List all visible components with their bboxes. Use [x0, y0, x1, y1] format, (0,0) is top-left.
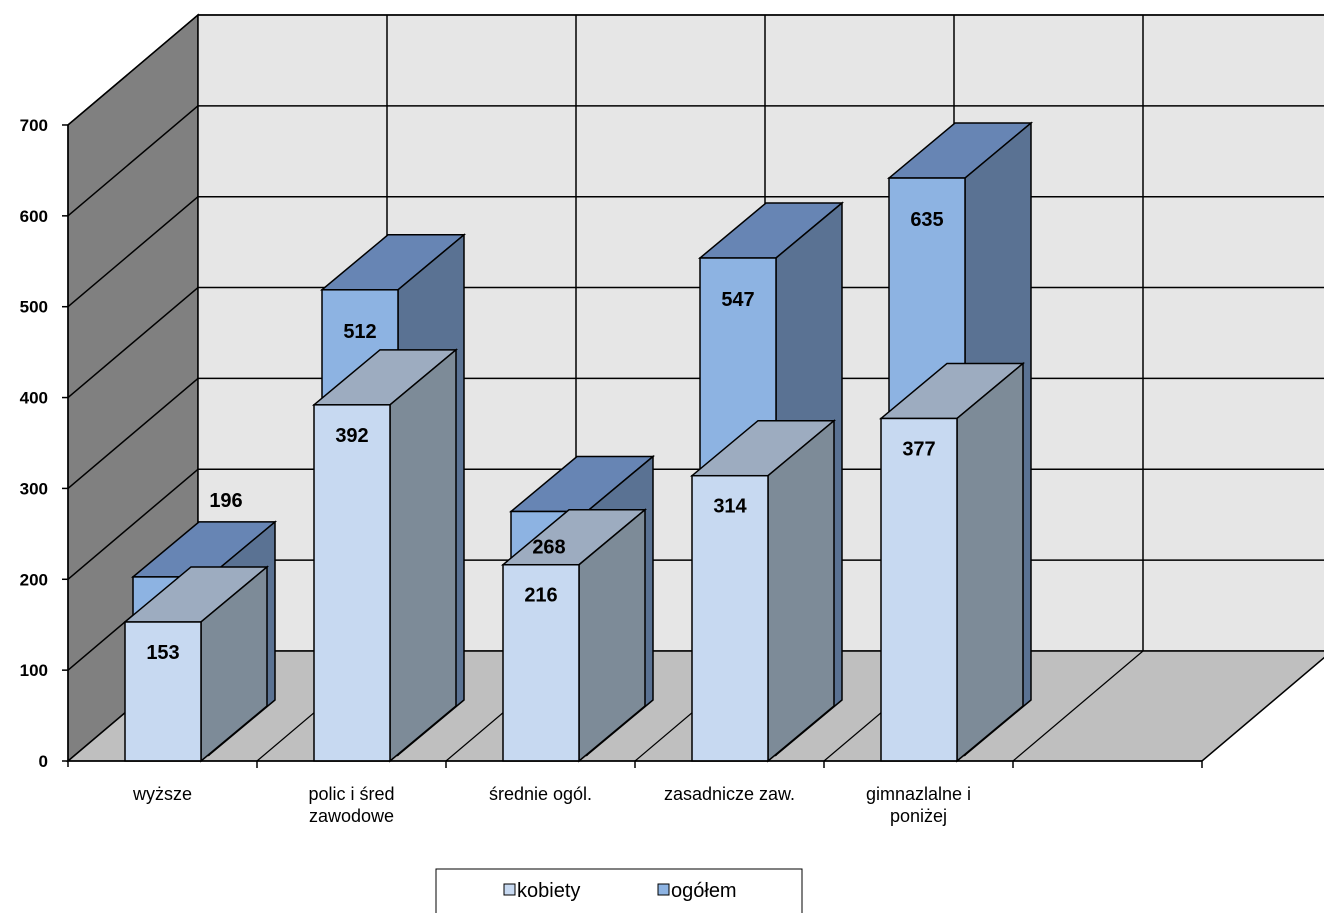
bar-kobiety-1-side	[389, 348, 457, 763]
data-label-ogolem-1: 512	[343, 321, 376, 343]
legend-swatch-kobiety	[503, 883, 516, 896]
category-label-3: zasadnicze zaw.	[664, 784, 795, 804]
gridline-side-7	[67, 14, 199, 126]
data-label-ogolem-0: 196	[209, 490, 242, 512]
y-tick-label-1: 100	[20, 661, 48, 680]
bar-kobiety-0	[122, 565, 270, 763]
legend: kobiety ogółem	[435, 868, 803, 913]
y-tick-label-4: 400	[20, 389, 48, 408]
category-label-3-line-0: zasadnicze zaw.	[664, 784, 795, 804]
bar-kobiety-4	[878, 361, 1026, 763]
category-label-4: gimnazlalne i poniżej	[866, 784, 971, 826]
gridline-side-6	[67, 105, 199, 217]
category-label-2: średnie ogól.	[489, 784, 592, 804]
bar-kobiety-2	[500, 508, 648, 763]
legend-box	[435, 868, 803, 913]
bar-kobiety-0-front	[124, 621, 202, 762]
y-tick-label-6: 600	[20, 207, 48, 226]
category-label-2-line-0: średnie ogól.	[489, 784, 592, 804]
category-label-1-line-1: zawodowe	[309, 806, 394, 826]
category-label-4-line-1: poniżej	[890, 806, 947, 826]
category-label-0-line-0: wyższe	[132, 784, 192, 804]
y-tick-label-3: 300	[20, 479, 48, 498]
data-label-ogolem-3: 547	[721, 289, 754, 311]
data-label-kobiety-4: 377	[902, 438, 935, 460]
data-label-kobiety-0: 153	[146, 642, 179, 664]
gridline-side-5	[67, 196, 199, 308]
gridline-side-2	[67, 468, 199, 580]
data-label-kobiety-2: 216	[524, 585, 557, 607]
data-label-ogolem-4: 635	[910, 209, 943, 231]
data-label-ogolem-2: 268	[532, 536, 565, 558]
bar-kobiety-1	[311, 348, 459, 763]
legend-label-ogolem: ogółem	[671, 880, 737, 902]
category-label-1: polic i śred zawodowe	[308, 784, 394, 826]
series-kobiety-bars	[122, 348, 1026, 763]
bar-kobiety-4-front	[880, 417, 958, 762]
floor-line-5	[1012, 650, 1144, 762]
bar-kobiety-3-front	[691, 474, 769, 762]
y-tick-label-2: 200	[20, 570, 48, 589]
bar-kobiety-3-side	[767, 419, 835, 763]
gridline-side-4	[67, 286, 199, 399]
y-tick-label-0: 0	[39, 752, 48, 771]
bar-kobiety-3	[689, 419, 837, 763]
legend-swatch-ogolem	[657, 883, 670, 896]
data-label-kobiety-1: 392	[335, 425, 368, 447]
bar-kobiety-1-front	[313, 404, 391, 762]
y-tick-label-7: 700	[20, 116, 48, 135]
legend-label-kobiety: kobiety	[517, 880, 580, 902]
bar-kobiety-2-front	[502, 563, 580, 762]
bar-kobiety-4-side	[956, 361, 1024, 763]
y-tick-label-5: 500	[20, 298, 48, 317]
data-label-kobiety-3: 314	[713, 496, 747, 518]
data-labels: 153 392 216 314 377 196 512 268 547 635	[146, 209, 943, 664]
category-label-1-line-0: polic i śred	[308, 784, 394, 804]
gridline-side-3	[67, 377, 199, 489]
category-label-0: wyższe	[132, 784, 192, 804]
x-axis: wyższe polic i śred zawodowe średnie ogól. z…	[132, 761, 1203, 826]
category-label-4-line-0: gimnazlalne i	[866, 784, 971, 804]
